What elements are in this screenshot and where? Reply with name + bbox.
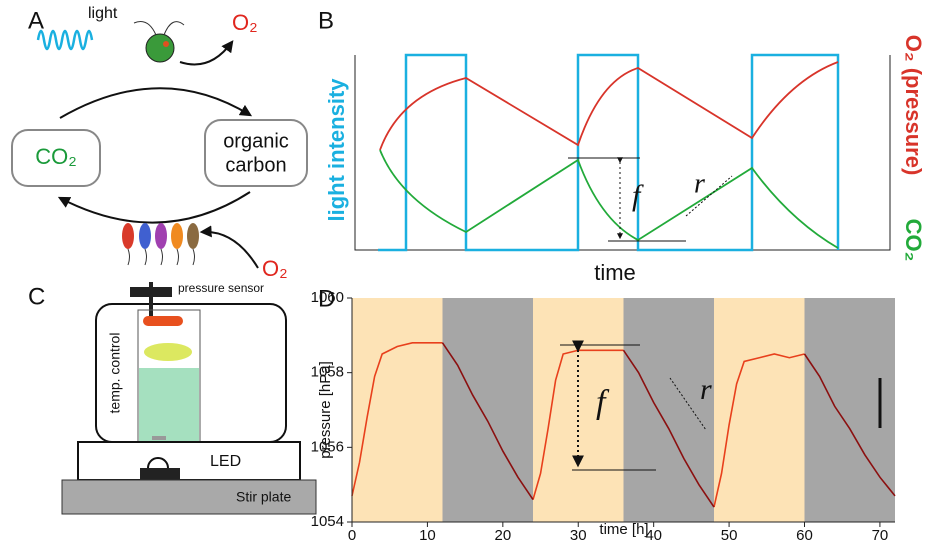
x-tick-label: 50 — [721, 527, 738, 540]
x-tick-label: 30 — [570, 527, 587, 540]
f-label: f — [632, 179, 644, 212]
o2-label: O₂ — [262, 256, 288, 281]
pressure-line — [351, 342, 805, 508]
led-label: LED — [210, 453, 241, 470]
y-tick-label: 1058 — [311, 364, 344, 381]
co2-label: CO₂ — [35, 144, 77, 169]
stir-label: Stir plate — [236, 489, 291, 505]
panel-label: B — [318, 7, 334, 34]
y-tick-label: 1054 — [311, 513, 344, 530]
y-tick-label: 1056 — [311, 438, 344, 455]
bacteria — [122, 223, 199, 266]
light-label: light — [88, 5, 118, 22]
eyespot — [163, 41, 169, 47]
f-guides — [568, 157, 686, 242]
panel-label: C — [28, 283, 45, 310]
alga-cell — [145, 33, 175, 63]
sensor-probe — [149, 282, 153, 320]
x-tick-label: 10 — [419, 527, 436, 540]
sensor-label: pressure sensor — [178, 281, 264, 295]
flagella — [133, 21, 185, 36]
filter — [144, 343, 192, 361]
axes — [354, 55, 891, 251]
light-period — [352, 298, 443, 522]
temp-label: temp. control — [107, 333, 123, 414]
organic-box — [204, 119, 308, 187]
y-label-right: CO₂ — [901, 219, 926, 262]
co2-box — [11, 129, 101, 187]
sensor-spot — [143, 316, 183, 326]
panel-label: D — [318, 285, 335, 312]
light-period — [714, 298, 805, 522]
x-tick-label: 70 — [872, 527, 889, 540]
y-label: light intensity — [324, 78, 349, 222]
led-mount — [140, 468, 180, 480]
organic-label: organic — [223, 130, 289, 152]
panel-label: A — [28, 7, 44, 34]
light-wave — [36, 29, 94, 51]
y-tick-label: 1060 — [311, 289, 344, 306]
dark-period — [442, 298, 533, 522]
arrow — [199, 225, 259, 269]
y-label-right: O₂ (pressure) — [901, 35, 926, 176]
co2-curve — [379, 149, 839, 249]
arrow — [57, 191, 251, 224]
dark-period — [623, 298, 714, 522]
culture — [139, 368, 199, 442]
led — [147, 457, 169, 469]
x-label: time — [594, 260, 636, 285]
x-tick-label: 20 — [494, 527, 511, 540]
r-label: r — [694, 168, 705, 199]
x-tick-label: 60 — [796, 527, 813, 540]
r-label: r — [700, 373, 712, 406]
y-axis-label: pressure [hPa] — [317, 361, 334, 459]
stir-plate — [61, 479, 317, 515]
arrow — [59, 87, 253, 119]
pressure-line — [441, 342, 896, 508]
arrow — [179, 40, 234, 66]
x-axis-label: time [h] — [599, 521, 648, 538]
r-slope — [669, 377, 707, 431]
carbon-label: carbon — [225, 154, 286, 176]
x-tick-label: 40 — [645, 527, 662, 540]
led-base — [77, 441, 301, 481]
light-square-wave — [378, 53, 840, 252]
o2-curve — [379, 61, 839, 151]
stir-bar — [152, 436, 166, 440]
x-tick-label: 0 — [348, 527, 356, 540]
o2-label: O₂ — [232, 10, 258, 35]
